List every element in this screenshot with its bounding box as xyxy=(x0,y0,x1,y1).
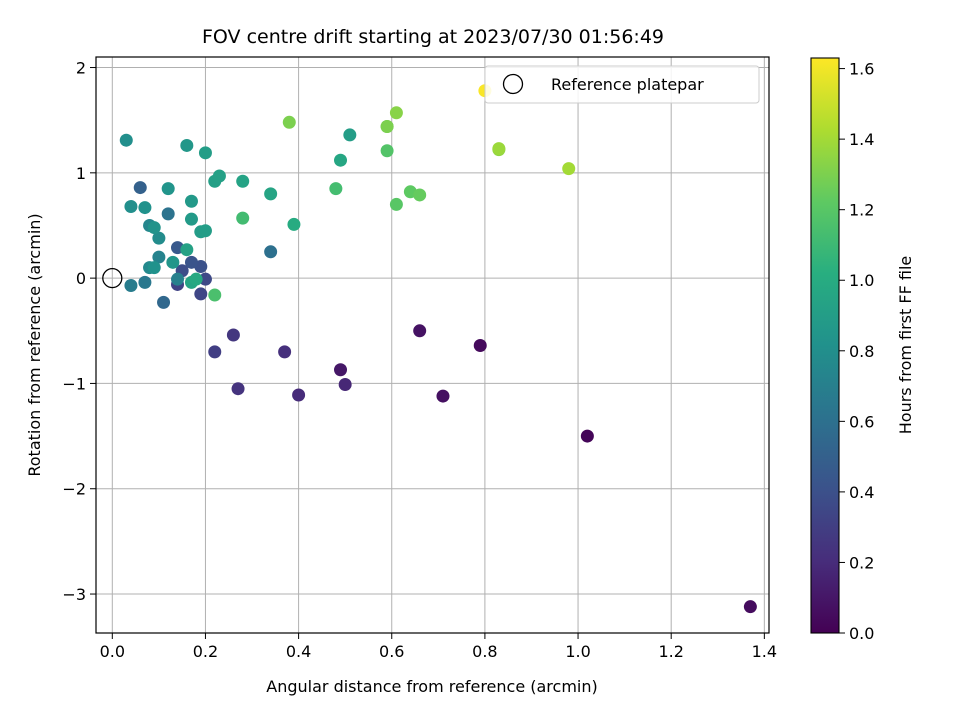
data-point xyxy=(208,345,222,359)
data-point xyxy=(492,142,506,156)
data-point xyxy=(413,324,427,338)
data-point xyxy=(184,194,198,208)
data-point xyxy=(184,212,198,226)
colorbar-tick-label: 1.0 xyxy=(849,271,874,290)
y-tick-label: −3 xyxy=(62,585,86,604)
colorbar-tick-label: 0.6 xyxy=(849,412,874,431)
data-point xyxy=(264,245,278,259)
x-tick-label: 0.4 xyxy=(286,642,311,661)
data-point xyxy=(133,181,147,195)
data-point xyxy=(184,255,198,269)
data-point xyxy=(264,187,278,201)
plot-area xyxy=(95,56,770,634)
x-tick-label: 1.0 xyxy=(565,642,590,661)
data-point xyxy=(194,287,208,301)
reference-point xyxy=(102,267,123,289)
data-point xyxy=(413,188,427,202)
data-point xyxy=(389,197,403,211)
data-point xyxy=(198,272,212,286)
colorbar-tick-label: 0.0 xyxy=(849,624,874,643)
y-tick-label: 2 xyxy=(76,59,86,78)
data-point xyxy=(343,128,357,142)
colorbar-tick-label: 0.2 xyxy=(849,553,874,572)
x-axis-ticks: 0.0 0.2 0.4 0.6 0.8 1.0 1.2 1.4 xyxy=(100,633,777,661)
data-point xyxy=(231,382,245,396)
colorbar-tick-label: 0.8 xyxy=(849,342,874,361)
data-point xyxy=(380,144,394,158)
data-point xyxy=(180,243,194,257)
colorbar-ticks: 0.0 0.2 0.4 0.6 0.8 1.0 1.2 1.4 1.6 xyxy=(839,60,874,643)
data-points xyxy=(102,84,757,614)
data-point xyxy=(329,182,343,196)
data-point xyxy=(198,224,212,238)
data-point xyxy=(189,272,203,286)
colorbar: 0.0 0.2 0.4 0.6 0.8 1.0 1.2 1.4 1.6 Hours from f… xyxy=(810,57,915,643)
data-point xyxy=(226,328,240,342)
chart-title: FOV centre drift starting at 2023/07/30 … xyxy=(202,26,664,48)
data-point xyxy=(138,201,152,215)
data-point xyxy=(124,279,138,293)
y-axis-ticks: −3 −2 −1 0 1 2 xyxy=(62,59,96,604)
y-tick-label: 1 xyxy=(76,164,86,183)
data-point xyxy=(562,162,576,176)
data-point xyxy=(338,377,352,391)
data-point xyxy=(334,153,348,167)
x-axis-label: Angular distance from reference (arcmin) xyxy=(266,677,597,696)
legend-box xyxy=(484,65,760,104)
data-point xyxy=(119,133,133,147)
data-point xyxy=(147,261,161,275)
x-tick-label: 1.2 xyxy=(658,642,683,661)
data-point xyxy=(580,429,594,443)
data-point xyxy=(389,106,403,120)
data-point xyxy=(212,169,226,183)
y-tick-label: −1 xyxy=(62,374,86,393)
data-point xyxy=(152,250,166,264)
data-point xyxy=(180,138,194,152)
y-tick-label: 0 xyxy=(76,269,86,288)
data-point xyxy=(282,115,296,129)
data-point xyxy=(147,221,161,235)
colorbar-tick-label: 1.4 xyxy=(849,130,874,149)
x-tick-label: 0.8 xyxy=(472,642,497,661)
data-point xyxy=(380,119,394,133)
data-point xyxy=(287,217,301,231)
data-point xyxy=(436,389,450,403)
colorbar-tick-label: 1.6 xyxy=(849,60,874,79)
colorbar-label: Hours from first FF file xyxy=(896,256,915,435)
x-tick-label: 0.2 xyxy=(193,642,218,661)
data-point xyxy=(208,288,222,302)
x-tick-label: 0.6 xyxy=(379,642,404,661)
data-point xyxy=(198,146,212,160)
x-tick-label: 0.0 xyxy=(100,642,125,661)
legend-marker-reference xyxy=(502,73,524,95)
data-point xyxy=(166,255,180,269)
legend: Reference platepar xyxy=(484,65,760,104)
legend-label-reference: Reference platepar xyxy=(551,75,704,94)
data-point xyxy=(124,200,138,214)
data-point xyxy=(743,600,757,614)
data-point xyxy=(161,182,175,196)
data-point xyxy=(473,339,487,353)
data-point xyxy=(157,295,171,309)
x-tick-label: 1.4 xyxy=(752,642,777,661)
data-point xyxy=(161,207,175,221)
colorbar-gradient xyxy=(810,57,840,634)
colorbar-tick-label: 1.2 xyxy=(849,201,874,220)
grid-lines xyxy=(96,57,769,633)
data-point xyxy=(236,174,250,188)
colorbar-tick-label: 0.4 xyxy=(849,483,874,502)
data-point xyxy=(138,275,152,289)
data-point xyxy=(236,211,250,225)
data-point xyxy=(334,363,348,377)
data-point xyxy=(292,388,306,402)
y-tick-label: −2 xyxy=(62,480,86,499)
data-point xyxy=(278,345,292,359)
data-point xyxy=(171,272,185,286)
data-point xyxy=(152,231,166,245)
y-axis-label: Rotation from reference (arcmin) xyxy=(25,213,44,476)
